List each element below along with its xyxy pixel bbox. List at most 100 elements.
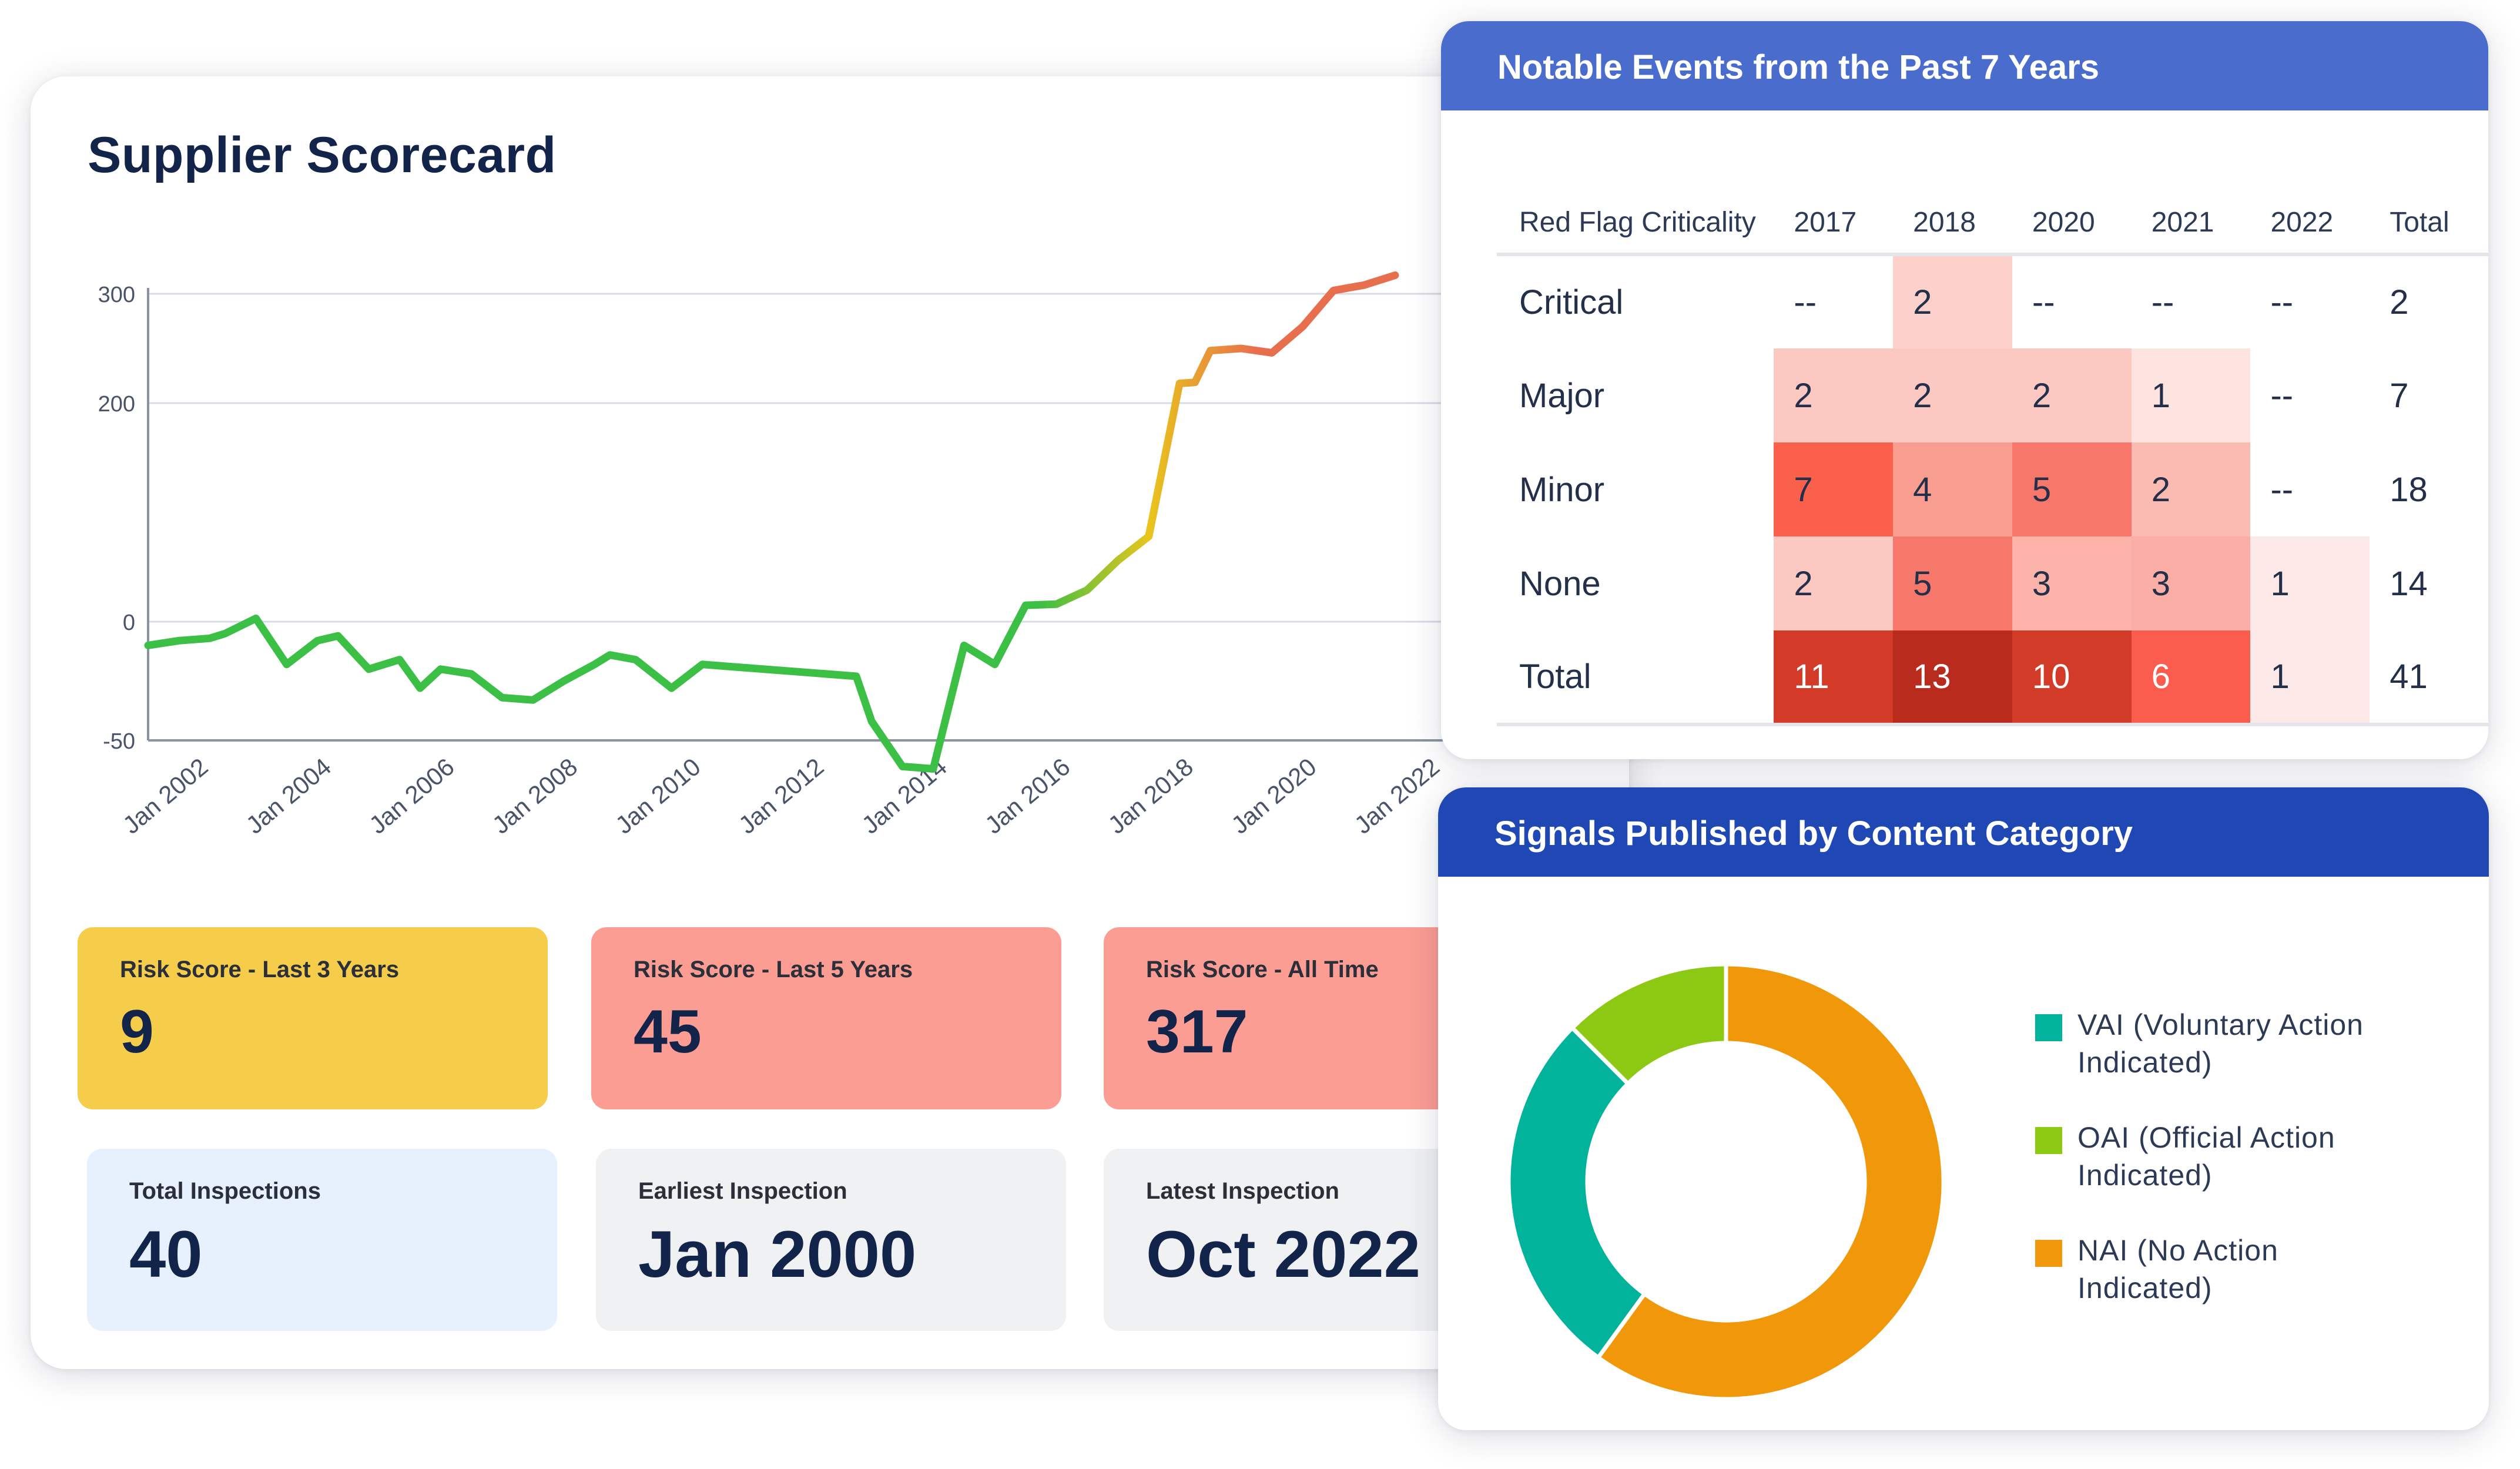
legend-label-nai-line1: NAI (No Action <box>2077 1234 2278 1267</box>
heat-cell: 7 <box>1774 442 1894 536</box>
risk-score-series-line <box>144 271 1399 773</box>
notable-events-table: Red Flag Criticality 2017 2018 2020 2021… <box>1497 192 2488 726</box>
table-row: None 2 5 3 3 1 14 <box>1497 536 2488 630</box>
heat-cell: 1 <box>2250 536 2370 630</box>
table-row: Total 11 13 10 6 1 41 <box>1497 630 2488 726</box>
row-label: Minor <box>1519 470 1605 509</box>
x-tick-label: Jan 2012 <box>733 753 829 839</box>
row-label: Critical <box>1519 283 1624 321</box>
row-label: Major <box>1519 376 1605 415</box>
supplier-scorecard-card: Supplier Scorecard 300 200 0 -50 Jan 2002 Jan… <box>31 76 1629 1369</box>
row-label: None <box>1519 564 1601 603</box>
y-tick-label: 300 <box>98 283 135 307</box>
heat-cell: -- <box>2270 470 2294 509</box>
signals-by-category-card: Signals Published by Content Category VA… <box>1438 787 2489 1430</box>
row-total: 18 <box>2390 470 2428 509</box>
heat-cell: 1 <box>2250 630 2370 726</box>
y-tick-label: 0 <box>123 611 135 635</box>
heat-cell: -- <box>2270 376 2294 415</box>
x-tick-label: Jan 2002 <box>118 753 213 839</box>
heat-cell: 2 <box>1774 348 1894 442</box>
legend-label-vai-line2: Indicated) <box>2077 1046 2213 1079</box>
latest-inspection-label: Latest Inspection <box>1146 1178 1339 1204</box>
column-header: Red Flag Criticality <box>1497 192 1774 256</box>
y-tick-label: -50 <box>103 729 135 754</box>
legend-swatch-oai <box>2035 1127 2062 1154</box>
earliest-inspection-tile: Earliest Inspection Jan 2000 <box>596 1149 1066 1331</box>
x-tick-label: Jan 2010 <box>610 753 706 839</box>
total-inspections-tile: Total Inspections 40 <box>87 1149 557 1331</box>
latest-inspection-value: Oct 2022 <box>1146 1218 1420 1291</box>
heat-cell: 5 <box>1893 536 2012 630</box>
column-header: 2020 <box>2012 192 2132 256</box>
earliest-inspection-value: Jan 2000 <box>638 1218 917 1291</box>
x-tick-label: Jan 2008 <box>487 753 583 839</box>
risk-score-3y-tile: Risk Score - Last 3 Years 9 <box>78 927 548 1109</box>
heat-cell: -- <box>2270 283 2294 321</box>
legend-swatch-nai <box>2035 1240 2062 1267</box>
row-total: 7 <box>2390 376 2409 415</box>
signals-title: Signals Published by Content Category <box>1438 787 2489 877</box>
donut-slice <box>1595 962 1946 1401</box>
heat-cell: 4 <box>1893 442 2012 536</box>
risk-score-all-time-value: 317 <box>1146 998 1248 1066</box>
legend-label-oai-line2: Indicated) <box>2077 1159 2213 1192</box>
donut-slice <box>1569 962 1728 1087</box>
legend-swatch-vai <box>2035 1014 2062 1041</box>
heat-cell: 6 <box>2131 630 2251 726</box>
heat-cell: -- <box>1794 283 1817 321</box>
signals-donut-chart <box>1506 962 1946 1401</box>
risk-score-3y-label: Risk Score - Last 3 Years <box>120 957 400 982</box>
legend-label-oai-line1: OAI (Official Action <box>2077 1121 2335 1154</box>
row-total: 2 <box>2390 283 2409 321</box>
heat-cell: -- <box>2151 283 2174 321</box>
legend-label-vai-line1: VAI (Voluntary Action <box>2077 1008 2364 1041</box>
x-tick-label: Jan 2018 <box>1103 753 1199 839</box>
column-header: 2021 <box>2131 192 2251 256</box>
heat-cell: 2 <box>2131 442 2251 536</box>
earliest-inspection-label: Earliest Inspection <box>638 1178 847 1204</box>
row-total: 41 <box>2370 630 2488 726</box>
x-tick-label: Jan 2004 <box>241 753 337 839</box>
heat-cell: 10 <box>2012 630 2132 726</box>
notable-events-title: Notable Events from the Past 7 Years <box>1441 21 2488 110</box>
heat-cell: 13 <box>1893 630 2012 726</box>
table-row: Major 2 2 2 1 -- 7 <box>1497 348 2488 442</box>
column-header: 2017 <box>1774 192 1894 256</box>
heat-cell: 3 <box>2012 536 2132 630</box>
table-row: Critical -- 2 -- -- -- 2 <box>1497 254 2488 348</box>
heat-cell: 1 <box>2131 348 2251 442</box>
table-header-row: Red Flag Criticality 2017 2018 2020 2021… <box>1497 192 2488 256</box>
risk-score-5y-tile: Risk Score - Last 5 Years 45 <box>591 927 1061 1109</box>
row-total: 14 <box>2390 564 2428 603</box>
heat-cell: -- <box>2032 283 2055 321</box>
heat-cell: 2 <box>1893 254 2012 348</box>
heat-cell: 3 <box>2131 536 2251 630</box>
column-header: 2022 <box>2250 192 2370 256</box>
notable-events-card: Notable Events from the Past 7 Years Red… <box>1441 21 2488 759</box>
risk-score-all-time-label: Risk Score - All Time <box>1146 957 1379 982</box>
table-row: Minor 7 4 5 2 -- 18 <box>1497 442 2488 536</box>
x-tick-label: Jan 2006 <box>364 753 460 839</box>
row-label: Total <box>1497 630 1774 726</box>
heat-cell: 2 <box>1893 348 2012 442</box>
scorecard-title: Supplier Scorecard <box>88 127 557 183</box>
legend-label-nai-line2: Indicated) <box>2077 1272 2213 1304</box>
y-tick-label: 200 <box>98 392 135 417</box>
heat-cell: 5 <box>2012 442 2132 536</box>
heat-cell: 2 <box>1774 536 1894 630</box>
total-inspections-value: 40 <box>129 1218 203 1291</box>
heat-cell: 2 <box>2012 348 2132 442</box>
column-header: 2018 <box>1893 192 2012 256</box>
risk-score-5y-label: Risk Score - Last 5 Years <box>634 957 913 982</box>
total-inspections-label: Total Inspections <box>129 1178 321 1204</box>
heat-cell: 11 <box>1774 630 1894 726</box>
x-tick-label: Jan 2016 <box>980 753 1075 839</box>
column-header: Total <box>2370 192 2488 256</box>
x-tick-label: Jan 2020 <box>1226 753 1322 839</box>
x-tick-label: Jan 2022 <box>1349 753 1445 839</box>
donut-slice <box>1506 1025 1648 1361</box>
risk-score-3y-value: 9 <box>120 998 154 1066</box>
risk-score-5y-value: 45 <box>634 998 702 1066</box>
